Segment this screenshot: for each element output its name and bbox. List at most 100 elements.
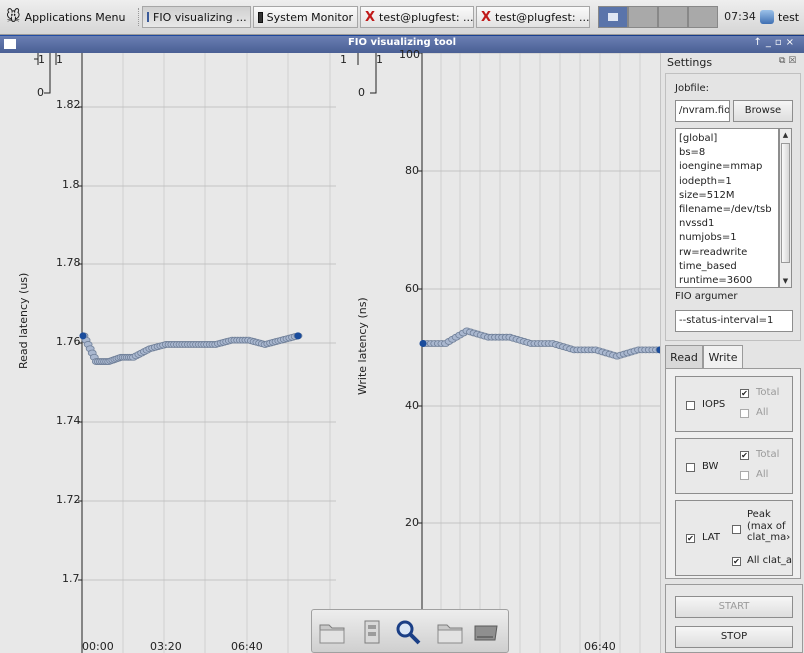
write-latency-chart [357, 53, 660, 653]
drive-icon[interactable] [472, 618, 500, 646]
minimize-icon[interactable]: _ [765, 37, 775, 48]
window-titlebar[interactable]: FIO visualizing tool ↑_▫× [0, 36, 804, 53]
write-mini-tick: 0 [358, 86, 365, 99]
lat-all-clat-checkbox[interactable]: ✔ [732, 557, 741, 566]
jobfile-line: [global] [679, 133, 718, 144]
shade-icon[interactable]: ↑ [753, 37, 766, 48]
file-manager-icon[interactable] [358, 618, 386, 646]
read-y-axis-label: Read latency (us) [17, 272, 30, 369]
inset-axis [34, 53, 57, 94]
iops-all-label: All [756, 407, 769, 418]
x-terminal-icon: X [365, 9, 376, 25]
taskbar: 🐭 Applications Menu FIO visualizing ... … [0, 0, 804, 35]
iops-group: IOPS ✔ Total All [675, 376, 793, 432]
lat-all-clat-label: All clat_a [747, 555, 793, 566]
bw-all-label: All [756, 469, 769, 480]
lat-group: ✔ LAT Peak (max of clat_ma› ✔ All clat_a [675, 500, 793, 576]
lat-label: LAT [702, 532, 720, 543]
jobfile-line: iodepth=1 [679, 175, 732, 187]
window-icon [147, 12, 149, 22]
jobfile-line: time_based [679, 260, 737, 272]
read-mini-tick: 0 [37, 86, 44, 99]
tab-write[interactable]: Write [703, 345, 743, 369]
task-system-monitor[interactable]: System Monitor [253, 6, 358, 28]
write-mini-tick: 1 [376, 53, 383, 66]
applications-menu-label: Applications Menu [24, 10, 126, 24]
bw-checkbox[interactable] [686, 463, 695, 472]
workspace-2[interactable] [628, 6, 658, 28]
data-point-end [294, 332, 302, 340]
lat-peak-sub2: clat_ma› [747, 532, 791, 543]
window-title: FIO visualizing tool [347, 37, 457, 48]
start-button[interactable]: START [675, 596, 793, 618]
read-y-tick: 1.78 [56, 256, 81, 269]
user-label: test [778, 10, 800, 24]
task-fio-visualizing[interactable]: FIO visualizing ... [142, 6, 251, 28]
folder-icon[interactable] [436, 618, 464, 646]
read-x-tick: 03:20 [150, 640, 182, 653]
browse-button[interactable]: Browse [733, 100, 793, 122]
jobfile-line: filename=/dev/tsb [679, 204, 772, 216]
read-y-tick: 1.72 [56, 493, 81, 506]
read-y-tick: 1.76 [56, 335, 81, 348]
read-y-tick: 1.82 [56, 98, 81, 111]
write-x-tick: 06:40 [584, 640, 616, 653]
user-menu[interactable]: test [760, 6, 799, 28]
scroll-up-icon[interactable]: ▲ [782, 131, 789, 139]
workspace-3[interactable] [658, 6, 688, 28]
stop-button[interactable]: STOP [675, 626, 793, 648]
write-y-tick: 60 [405, 282, 419, 295]
write-y-axis-label: Write latency (ns) [356, 297, 369, 395]
folder-icon[interactable] [318, 618, 346, 646]
task-terminal-1[interactable]: X test@plugfest: ... [360, 6, 474, 28]
launcher-dock [311, 609, 509, 653]
jobfile-input[interactable]: /nvram.fio [675, 100, 730, 122]
scrollbar-thumb[interactable] [781, 143, 790, 263]
float-dock-icon[interactable]: ⧉ ☒ [779, 56, 797, 66]
iops-checkbox[interactable] [686, 401, 695, 410]
applications-menu-button[interactable]: 🐭 Applications Menu [6, 6, 126, 28]
iops-label: IOPS [702, 399, 726, 410]
window-menu-icon[interactable] [4, 39, 16, 49]
search-icon[interactable] [394, 618, 422, 646]
lat-peak-checkbox[interactable] [732, 525, 741, 534]
maximize-icon[interactable]: ▫ [774, 37, 786, 48]
taskbar-separator [138, 8, 140, 26]
read-mini-tick: 1 [38, 53, 45, 66]
workspace-4[interactable] [688, 6, 718, 28]
jobfile-scrollbar[interactable]: ▲ ▼ [779, 128, 792, 288]
read-x-tick: 06:40 [231, 640, 263, 653]
iops-total-checkbox[interactable]: ✔ [740, 389, 749, 398]
scroll-down-icon[interactable]: ▼ [782, 277, 789, 285]
inset-axis [357, 53, 377, 94]
window-controls: ↑_▫× [753, 37, 798, 48]
clock[interactable]: 07:34 [724, 10, 756, 23]
fio-arguments-input[interactable]: --status-interval=1 [675, 310, 793, 332]
lat-peak-sub1: (max of [747, 521, 786, 532]
user-icon [760, 10, 774, 24]
read-y-tick: 1.7 [62, 572, 80, 585]
data-point-start [419, 340, 427, 348]
lat-checkbox[interactable]: ✔ [686, 534, 695, 543]
fio-arguments-label: FIO argumer [675, 291, 738, 302]
jobfile-line: runtime=3600 [679, 275, 753, 287]
read-y-tick: 1.74 [56, 414, 81, 427]
jobfile-line: bs=8 [679, 147, 706, 159]
x-terminal-icon: X [481, 9, 492, 25]
tab-read[interactable]: Read [665, 345, 703, 369]
task-terminal-2[interactable]: X test@plugfest: ... [476, 6, 590, 28]
close-icon[interactable]: × [785, 37, 798, 48]
jobfile-content-textarea[interactable]: [global] bs=8 ioengine=mmap iodepth=1 size=5… [675, 128, 779, 288]
jobfile-line: rw=readwrite [679, 246, 748, 258]
settings-title: Settings [667, 56, 713, 69]
iops-all-checkbox[interactable] [740, 409, 749, 418]
task-label: FIO visualizing ... [153, 10, 247, 24]
jobfile-line: size=512M [679, 189, 735, 201]
window-client: Read latency (us) 1.82 1.8 1.78 1.76 1.7… [0, 48, 804, 653]
bw-total-checkbox[interactable]: ✔ [740, 451, 749, 460]
bw-all-checkbox[interactable] [740, 471, 749, 480]
iops-total-label: Total [756, 387, 780, 398]
read-y-tick: 1.8 [62, 178, 80, 191]
data-point-end [656, 346, 660, 354]
workspace-1[interactable] [598, 6, 628, 28]
